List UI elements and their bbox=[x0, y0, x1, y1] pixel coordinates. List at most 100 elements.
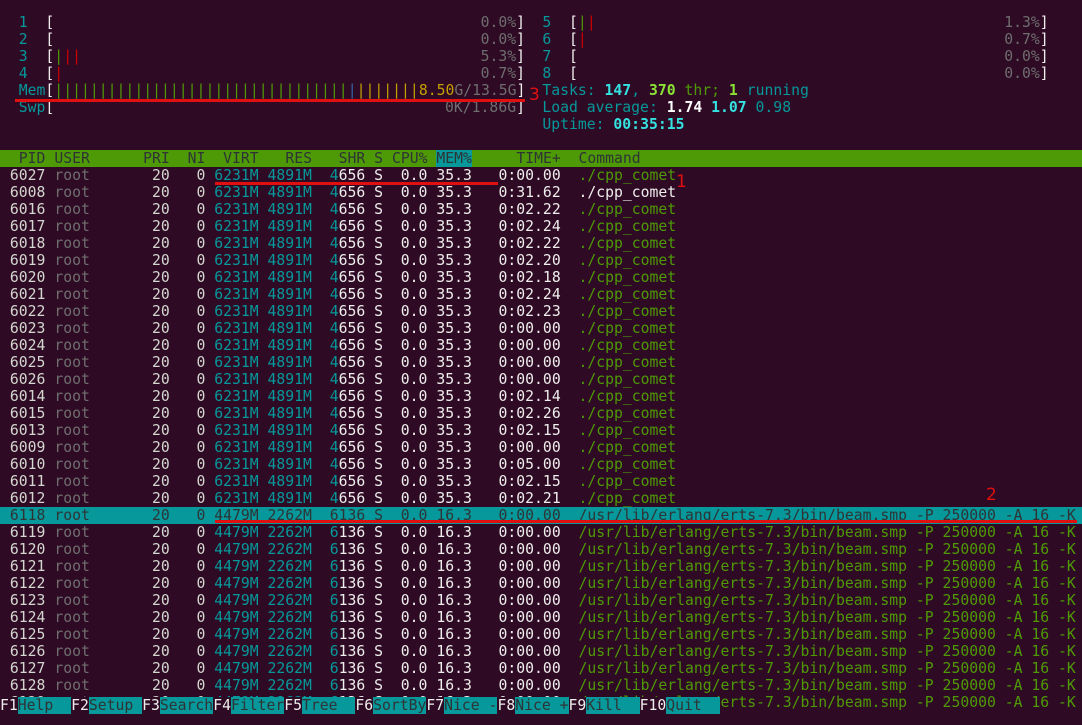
fkey-quit-button[interactable]: F10Quit bbox=[639, 697, 720, 714]
fkey-filter-button[interactable]: F4Filter bbox=[213, 697, 285, 714]
process-row[interactable]: 6027 root 20 0 6231M 4891M 4656 S 0.0 35… bbox=[1, 167, 676, 184]
process-row[interactable]: 6024 root 20 0 6231M 4891M 4656 S 0.0 35… bbox=[1, 337, 676, 354]
cpu-percent: 0.0 bbox=[400, 286, 428, 303]
spacer bbox=[259, 643, 268, 660]
process-row[interactable]: 6015 root 20 0 6231M 4891M 4656 S 0.0 35… bbox=[1, 405, 676, 422]
pid: 6126 bbox=[9, 643, 46, 660]
process-row[interactable]: 6008 root 20 0 6231M 4891M 4656 S 0.0 35… bbox=[1, 184, 676, 201]
column-time[interactable]: TIME+ bbox=[516, 150, 561, 167]
process-row[interactable]: 6013 root 20 0 6231M 4891M 4656 S 0.0 35… bbox=[1, 422, 676, 439]
process-row[interactable]: 6012 root 20 0 6231M 4891M 4656 S 0.0 35… bbox=[1, 490, 676, 507]
annotation-label-3: 3 bbox=[529, 85, 540, 105]
process-row[interactable]: 6122 root 20 0 4479M 2262M 6136 S 0.0 16… bbox=[1, 575, 1076, 592]
column-command[interactable]: Command bbox=[578, 150, 641, 167]
nice: 0 bbox=[196, 337, 206, 354]
process-row[interactable]: 6018 root 20 0 6231M 4891M 4656 S 0.0 35… bbox=[1, 235, 676, 252]
process-row[interactable]: 6128 root 20 0 4479M 2262M 6136 S 0.0 16… bbox=[1, 677, 1076, 694]
process-row[interactable]: 6026 root 20 0 6231M 4891M 4656 S 0.0 35… bbox=[1, 371, 676, 388]
spacer bbox=[472, 558, 499, 575]
process-row[interactable]: 6016 root 20 0 6231M 4891M 4656 S 0.0 35… bbox=[1, 201, 676, 218]
nice: 0 bbox=[196, 422, 206, 439]
spacer bbox=[143, 269, 152, 286]
column-pri[interactable]: PRI bbox=[143, 150, 170, 167]
fkey-search-button[interactable]: F3Search bbox=[142, 697, 214, 714]
spacer bbox=[472, 252, 499, 269]
spacer bbox=[312, 473, 330, 490]
fkey-tree-button[interactable]: F5Tree bbox=[284, 697, 356, 714]
cpu-label: 2 bbox=[18, 31, 28, 48]
column-mem[interactable]: MEM% bbox=[436, 150, 472, 167]
spacer bbox=[472, 490, 499, 507]
process-row[interactable]: 6127 root 20 0 4479M 2262M 6136 S 0.0 16… bbox=[1, 660, 1076, 677]
process-row[interactable]: 6118 root 20 0 4479M 2262M 6136 S 0.0 16… bbox=[0, 507, 1082, 524]
fkey-help-button[interactable]: F1Help bbox=[0, 697, 72, 714]
command: ./cpp_comet bbox=[578, 235, 677, 252]
process-row[interactable]: 6020 root 20 0 6231M 4891M 4656 S 0.0 35… bbox=[1, 269, 676, 286]
bracket-close: ] bbox=[1039, 31, 1049, 48]
process-row[interactable]: 6023 root 20 0 6231M 4891M 4656 S 0.0 35… bbox=[1, 320, 676, 337]
fkey-sortby-button[interactable]: F6SortBy bbox=[355, 697, 427, 714]
process-row[interactable]: 6121 root 20 0 4479M 2262M 6136 S 0.0 16… bbox=[1, 558, 1076, 575]
mem-bar-segment: | bbox=[63, 82, 73, 99]
process-row[interactable]: 6120 root 20 0 4479M 2262M 6136 S 0.0 16… bbox=[1, 541, 1076, 558]
spacer bbox=[383, 456, 401, 473]
fkey-setup-button[interactable]: F2Setup bbox=[71, 697, 143, 714]
res: 4891M bbox=[267, 354, 312, 371]
mem-percent: 35.3 bbox=[436, 167, 472, 184]
pid: 6025 bbox=[9, 354, 46, 371]
column-s[interactable]: S bbox=[374, 150, 384, 167]
spacer bbox=[365, 405, 374, 422]
state: S bbox=[374, 184, 384, 201]
column-shr[interactable]: SHR bbox=[338, 150, 366, 167]
spacer bbox=[205, 184, 214, 201]
column-user[interactable]: USER bbox=[54, 150, 90, 167]
column-virt[interactable]: VIRT bbox=[223, 150, 259, 167]
pid: 6015 bbox=[9, 405, 46, 422]
process-row[interactable]: 6017 root 20 0 6231M 4891M 4656 S 0.0 35… bbox=[1, 218, 676, 235]
process-row[interactable]: 6119 root 20 0 4479M 2262M 6136 S 0.0 16… bbox=[1, 524, 1076, 541]
process-row[interactable]: 6125 root 20 0 4479M 2262M 6136 S 0.0 16… bbox=[1, 626, 1076, 643]
spacer bbox=[170, 609, 179, 626]
mem-bar-segment: | bbox=[160, 82, 170, 99]
process-row[interactable]: 6124 root 20 0 4479M 2262M 6136 S 0.0 16… bbox=[1, 609, 1076, 626]
process-row[interactable]: 6009 root 20 0 6231M 4891M 4656 S 0.0 35… bbox=[1, 439, 676, 456]
process-row[interactable]: 6126 root 20 0 4479M 2262M 6136 S 0.0 16… bbox=[1, 643, 1076, 660]
fkey-kill-button[interactable]: F9Kill bbox=[568, 697, 640, 714]
fkey-nice-button[interactable]: F8Nice + bbox=[497, 697, 569, 714]
spacer bbox=[312, 269, 330, 286]
priority: 20 bbox=[152, 388, 170, 405]
process-row[interactable]: 6010 root 20 0 6231M 4891M 4656 S 0.0 35… bbox=[1, 456, 676, 473]
priority: 20 bbox=[152, 269, 170, 286]
cpu-percent: 0.0 bbox=[400, 218, 428, 235]
mem-percent: 16.3 bbox=[436, 609, 472, 626]
spacer bbox=[561, 354, 579, 371]
spacer bbox=[205, 558, 214, 575]
time: 0:02.23 bbox=[498, 303, 561, 320]
column-res[interactable]: RES bbox=[285, 150, 312, 167]
process-row[interactable]: 6025 root 20 0 6231M 4891M 4656 S 0.0 35… bbox=[1, 354, 676, 371]
process-row[interactable]: 6014 root 20 0 6231M 4891M 4656 S 0.0 35… bbox=[1, 388, 676, 405]
priority: 20 bbox=[152, 252, 170, 269]
cpu-percent: 0.0 bbox=[400, 456, 428, 473]
column-ni[interactable]: NI bbox=[187, 150, 206, 167]
spacer bbox=[1, 218, 10, 235]
spacer bbox=[90, 541, 143, 558]
spacer bbox=[179, 575, 197, 592]
column-pid[interactable]: PID bbox=[18, 150, 46, 167]
spacer bbox=[179, 354, 197, 371]
process-row[interactable]: 6019 root 20 0 6231M 4891M 4656 S 0.0 35… bbox=[1, 252, 676, 269]
process-row[interactable]: 6011 root 20 0 6231M 4891M 4656 S 0.0 35… bbox=[1, 473, 676, 490]
fkey-nice-button[interactable]: F7Nice - bbox=[426, 697, 498, 714]
cpu-percent: 0.0 bbox=[400, 337, 428, 354]
spacer bbox=[90, 337, 143, 354]
mem-percent: 16.3 bbox=[436, 592, 472, 609]
process-row[interactable]: 6022 root 20 0 6231M 4891M 4656 S 0.0 35… bbox=[1, 303, 676, 320]
process-row[interactable]: 6021 root 20 0 6231M 4891M 4656 S 0.0 35… bbox=[1, 286, 676, 303]
spacer bbox=[179, 286, 197, 303]
spacer bbox=[143, 286, 152, 303]
spacer bbox=[179, 473, 197, 490]
process-row[interactable]: 6123 root 20 0 4479M 2262M 6136 S 0.0 16… bbox=[1, 592, 1076, 609]
priority: 20 bbox=[152, 167, 170, 184]
bracket-close: ] bbox=[1039, 65, 1049, 82]
column-cpu[interactable]: CPU% bbox=[391, 150, 428, 167]
